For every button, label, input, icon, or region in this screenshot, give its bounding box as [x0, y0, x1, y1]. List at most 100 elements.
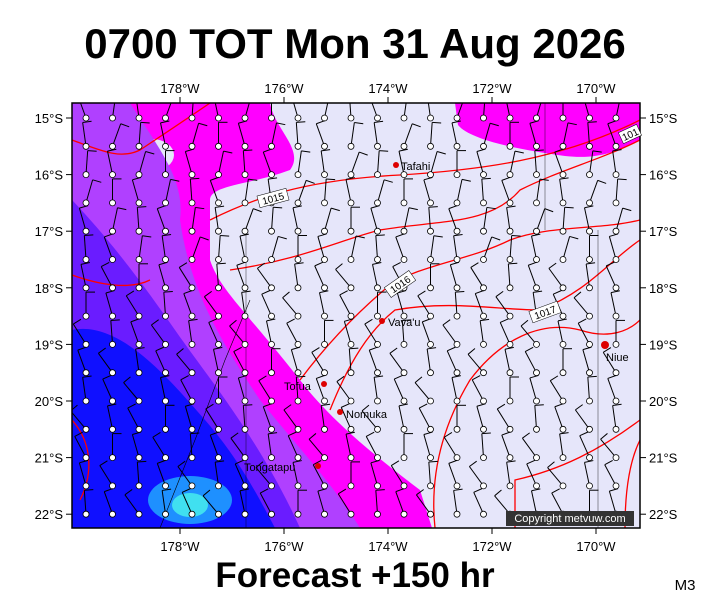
barb-staff — [476, 151, 484, 175]
barb-staff — [315, 378, 325, 402]
barb-flag — [208, 318, 218, 323]
barb-flag — [107, 148, 117, 152]
barb-staff — [443, 436, 458, 458]
barb-flag — [451, 120, 461, 124]
barb-staff — [448, 463, 458, 487]
barb-flag — [82, 375, 92, 378]
station — [135, 256, 143, 263]
station — [453, 482, 461, 490]
station — [427, 142, 434, 150]
station — [215, 340, 222, 348]
station — [506, 482, 514, 490]
barb-flag — [344, 318, 354, 322]
station — [453, 227, 461, 235]
barb-staff — [496, 408, 511, 430]
barb-flag — [273, 206, 283, 209]
station — [268, 142, 275, 150]
barb-staff — [77, 349, 87, 373]
barb-flag — [286, 318, 295, 324]
station — [347, 510, 355, 518]
station — [427, 482, 434, 490]
station — [612, 171, 620, 179]
barb-staff — [612, 405, 617, 430]
station — [347, 284, 355, 292]
station — [268, 510, 275, 518]
station — [188, 312, 196, 320]
station — [294, 199, 302, 207]
station — [82, 397, 90, 405]
barb-staff — [72, 411, 87, 430]
barb-staff — [125, 295, 140, 317]
model: M3 — [675, 577, 696, 594]
barb-staff — [213, 349, 219, 373]
barb-flag — [575, 404, 583, 411]
barb-staff — [138, 235, 143, 260]
barb-staff — [403, 123, 413, 147]
barb-staff — [579, 435, 590, 458]
barb-staff — [237, 123, 246, 147]
barb-flag — [160, 375, 170, 379]
barb-flag — [160, 120, 170, 124]
barb-flag — [428, 460, 438, 463]
station — [268, 397, 275, 405]
station — [188, 199, 196, 207]
station — [374, 397, 381, 405]
barb-flag — [398, 148, 408, 152]
barb-staff — [536, 179, 541, 203]
barb-flag — [277, 235, 287, 240]
track — [159, 299, 251, 528]
barb-staff — [393, 378, 405, 402]
station — [215, 425, 222, 433]
barb-flag — [579, 431, 589, 437]
barb-staff — [216, 263, 219, 288]
station — [268, 340, 275, 348]
barb-flag — [257, 262, 265, 269]
barb-flag — [622, 207, 632, 212]
barb-flag — [526, 459, 536, 465]
barb-staff — [529, 123, 537, 147]
barb-flag — [408, 207, 418, 211]
station — [347, 171, 355, 179]
station — [162, 425, 169, 433]
station — [533, 284, 540, 292]
barb-staff — [584, 462, 590, 487]
barb-flag — [291, 346, 301, 351]
barb-flag — [163, 291, 173, 293]
barb-staff — [524, 351, 537, 373]
barb-flag — [183, 289, 193, 295]
station — [506, 284, 514, 292]
barb-staff — [401, 320, 405, 345]
barb-staff — [554, 151, 564, 175]
barb-staff — [130, 321, 140, 345]
barb-flag — [369, 346, 378, 351]
barb-staff — [324, 178, 327, 203]
barb-staff — [308, 438, 325, 458]
barb-flag — [417, 290, 426, 297]
barb-flag — [501, 431, 511, 436]
barb-flag — [179, 262, 188, 268]
barb-staff — [574, 409, 590, 430]
station — [533, 256, 540, 263]
station — [347, 425, 355, 433]
place-label: Vava'u — [388, 317, 420, 329]
barb-staff — [244, 179, 249, 203]
station — [427, 397, 434, 405]
station — [294, 454, 302, 462]
station — [162, 312, 169, 320]
station — [374, 199, 381, 207]
station — [612, 227, 620, 235]
station — [294, 312, 302, 320]
barb-flag — [205, 403, 214, 410]
station — [374, 312, 381, 320]
station — [135, 142, 143, 150]
station — [374, 142, 381, 150]
barb-staff — [403, 207, 410, 232]
station — [480, 142, 487, 150]
barb-staff — [165, 103, 172, 119]
station — [241, 256, 249, 263]
lat-label: 18°S — [35, 281, 64, 296]
barb-flag — [379, 150, 389, 152]
barb-staff — [83, 235, 87, 260]
barb-staff — [423, 179, 431, 204]
barb-flag — [321, 403, 331, 407]
